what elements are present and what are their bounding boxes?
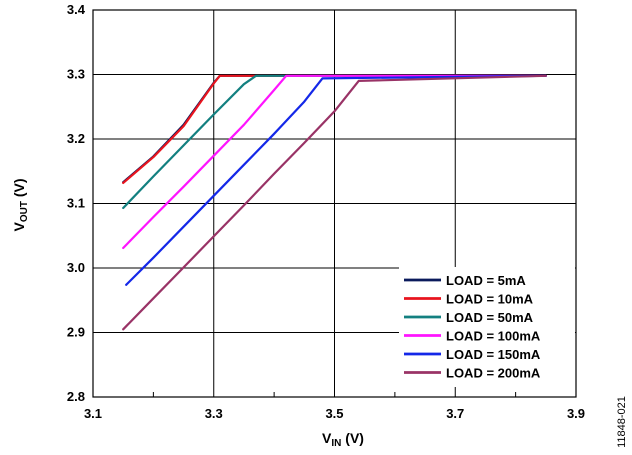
legend-label: LOAD = 200mA: [446, 366, 541, 381]
y-tick-label: 3.4: [67, 2, 86, 17]
y-tick-label: 2.8: [67, 389, 85, 404]
y-tick-label: 3.0: [67, 260, 85, 275]
plot-frame: [92, 9, 577, 398]
x-tick-label: 3.1: [84, 406, 102, 421]
x-axis-label-sub: IN: [331, 438, 341, 449]
figure-id: 11848-021: [616, 396, 628, 448]
series-line: [125, 74, 547, 286]
x-tick-label: 3.3: [205, 406, 223, 421]
series-line: [122, 74, 547, 250]
x-axis-label: VIN (V): [322, 430, 364, 449]
legend-label: LOAD = 5mA: [446, 273, 526, 288]
x-tick-label: 3.7: [446, 406, 464, 421]
x-tick-label: 3.5: [325, 406, 343, 421]
legend-label: LOAD = 50mA: [446, 310, 534, 325]
legend-label: LOAD = 100mA: [446, 329, 541, 344]
y-axis-label: VOUT (V): [11, 178, 30, 231]
y-tick-label: 3.3: [67, 67, 85, 82]
series-lines: [122, 74, 547, 331]
x-tick-labels: 3.1 3.3 3.5 3.7 3.9: [84, 406, 585, 421]
y-tick-labels: 2.8 2.9 3.0 3.1 3.2 3.3 3.4: [67, 2, 86, 404]
y-tick-label: 2.9: [67, 325, 85, 340]
legend-box: [399, 267, 575, 387]
y-axis-label-unit: (V): [11, 178, 27, 201]
y-tick-label: 3.2: [67, 131, 85, 146]
y-tick-label: 3.1: [67, 196, 85, 211]
legend: LOAD = 5mA LOAD = 10mA LOAD = 50mA LOAD = 1…: [399, 267, 575, 387]
legend-label: LOAD = 10mA: [446, 292, 534, 307]
y-axis-label-sub: OUT: [19, 201, 30, 222]
series-line: [122, 74, 547, 331]
series-line: [122, 74, 547, 210]
y-axis-label-main: V: [11, 222, 27, 232]
legend-label: LOAD = 150mA: [446, 347, 541, 362]
x-axis-label-unit: (V): [341, 430, 364, 446]
x-axis-label-main: V: [322, 430, 332, 446]
x-tick-label: 3.9: [567, 406, 585, 421]
